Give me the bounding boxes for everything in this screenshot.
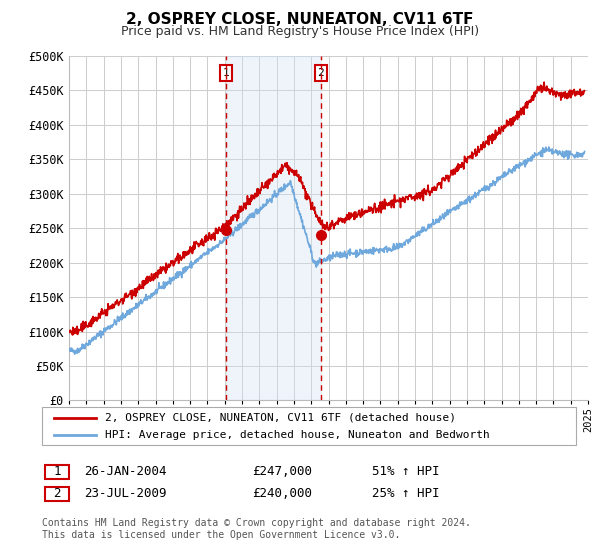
Bar: [226, 56, 321, 400]
Text: £247,000: £247,000: [252, 465, 312, 478]
Text: 25% ↑ HPI: 25% ↑ HPI: [372, 487, 439, 501]
Text: 1: 1: [223, 68, 229, 78]
Text: 26-JAN-2004: 26-JAN-2004: [84, 465, 167, 478]
Text: 2, OSPREY CLOSE, NUNEATON, CV11 6TF (detached house): 2, OSPREY CLOSE, NUNEATON, CV11 6TF (det…: [105, 413, 456, 423]
Text: 51% ↑ HPI: 51% ↑ HPI: [372, 465, 439, 478]
Text: 23-JUL-2009: 23-JUL-2009: [84, 487, 167, 501]
Text: 2: 2: [53, 487, 61, 501]
Text: 1: 1: [53, 465, 61, 478]
Text: HPI: Average price, detached house, Nuneaton and Bedworth: HPI: Average price, detached house, Nune…: [105, 430, 490, 440]
Text: 2: 2: [317, 68, 324, 78]
Text: £240,000: £240,000: [252, 487, 312, 501]
Text: 2, OSPREY CLOSE, NUNEATON, CV11 6TF: 2, OSPREY CLOSE, NUNEATON, CV11 6TF: [126, 12, 474, 27]
Text: Contains HM Land Registry data © Crown copyright and database right 2024.
This d: Contains HM Land Registry data © Crown c…: [42, 518, 471, 540]
Text: Price paid vs. HM Land Registry's House Price Index (HPI): Price paid vs. HM Land Registry's House …: [121, 25, 479, 38]
